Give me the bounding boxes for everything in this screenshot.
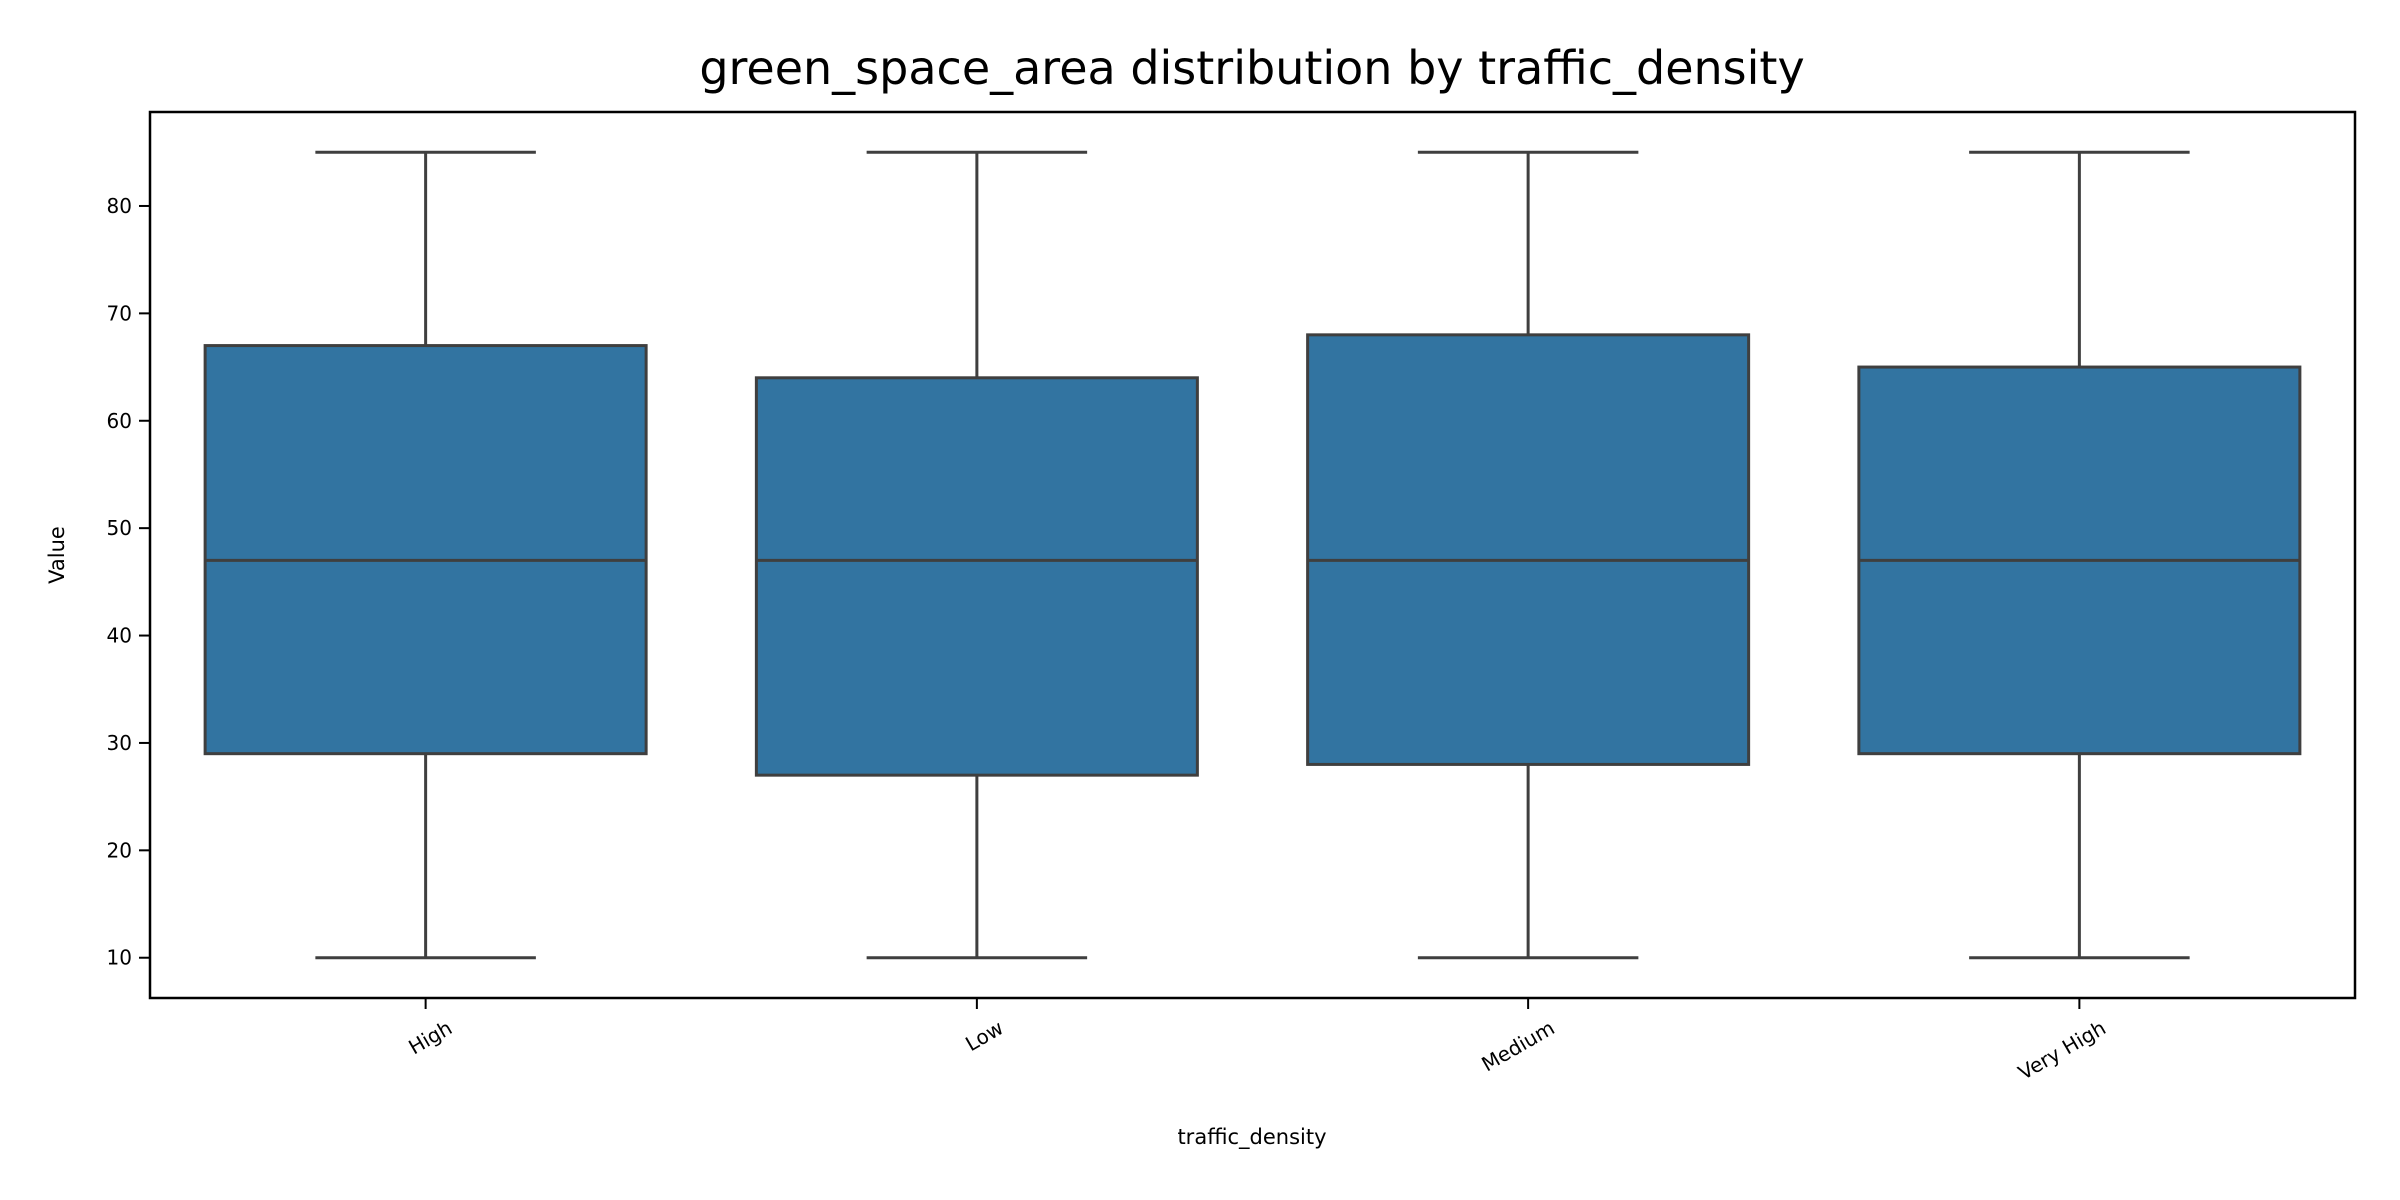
- y-tick-label: 70: [107, 301, 132, 325]
- box-group: [1306, 150, 1751, 960]
- box-iqr: [203, 344, 648, 756]
- box-group: [754, 150, 1199, 960]
- box-group: [1857, 150, 2302, 960]
- x-tick-label: Low: [961, 1016, 1007, 1056]
- y-axis-label: Value: [45, 526, 69, 584]
- plot-area: [203, 150, 2302, 960]
- y-tick-label: 50: [107, 516, 132, 540]
- y-tick-label: 30: [107, 731, 132, 755]
- box-group: [203, 150, 648, 960]
- x-tick-label: Medium: [1477, 1016, 1558, 1077]
- y-tick-label: 20: [107, 838, 132, 862]
- y-tick-label: 10: [107, 946, 132, 970]
- box-iqr: [1306, 333, 1751, 766]
- chart-title: green_space_area distribution by traffic…: [699, 41, 1804, 95]
- x-tick-label: High: [404, 1016, 456, 1060]
- y-axis: 10 20 30 40 50 60 70 80: [107, 194, 150, 970]
- y-tick-label: 40: [107, 624, 132, 648]
- y-tick-label: 80: [107, 194, 132, 218]
- x-axis-label: traffic_density: [1177, 1125, 1326, 1150]
- x-tick-label: Very High: [2014, 1016, 2110, 1085]
- x-axis: High Low Medium Very High: [404, 998, 2110, 1085]
- plot-frame: [148, 110, 2357, 1000]
- box-iqr: [754, 376, 1199, 777]
- y-tick-label: 60: [107, 409, 132, 433]
